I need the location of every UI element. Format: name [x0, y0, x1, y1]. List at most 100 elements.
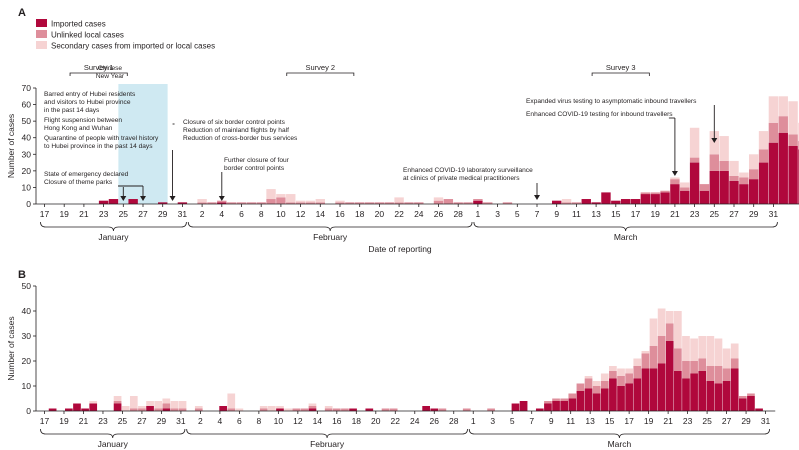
bar-unlinked: [374, 202, 385, 204]
bar-secondary: [170, 401, 179, 409]
arrow-expanded-testing-head: [711, 138, 718, 143]
bar-secondary: [154, 401, 163, 409]
bar-unlinked: [197, 202, 207, 204]
bar-unlinked: [758, 149, 769, 163]
month-label: February: [310, 439, 345, 449]
bar-unlinked: [389, 408, 398, 411]
bar-imported: [689, 162, 700, 204]
x-tick-label: 31: [769, 209, 779, 219]
x-tick-label: 7: [535, 209, 540, 219]
x-tick-label: 25: [710, 209, 720, 219]
bar-imported: [108, 199, 119, 204]
bar-secondary: [235, 408, 244, 411]
bar-imported: [552, 401, 560, 411]
bar-unlinked: [300, 408, 309, 411]
bar-secondary: [268, 406, 276, 411]
x-tick-label: 1: [471, 416, 476, 426]
bar-unlinked: [259, 408, 268, 411]
bar-unlinked: [571, 202, 582, 204]
bar-imported: [749, 179, 759, 204]
x-tick-label: 22: [394, 209, 404, 219]
x-tick-label: 14: [313, 416, 323, 426]
x-tick-label: 27: [137, 416, 147, 426]
bar-secondary: [739, 172, 749, 178]
bar-imported: [600, 388, 609, 411]
bar-unlinked: [649, 346, 658, 369]
bar-unlinked: [561, 202, 572, 204]
bar-unlinked: [699, 184, 710, 191]
bar-imported: [276, 408, 284, 411]
y-tick-label: 20: [22, 356, 32, 366]
x-tick-label: 29: [749, 209, 759, 219]
annotation-text: Reduction of mainland flights by half: [183, 127, 289, 134]
bar-unlinked: [345, 202, 355, 204]
bar-unlinked: [217, 200, 227, 203]
bar-secondary: [335, 200, 345, 203]
x-tick-label: 21: [663, 416, 673, 426]
x-tick-label: 28: [453, 209, 463, 219]
x-tick-label: 11: [566, 416, 575, 426]
bar-imported: [581, 199, 591, 204]
bar-imported: [630, 199, 641, 204]
bar-unlinked: [207, 202, 217, 204]
survey-bracket: [69, 72, 128, 76]
y-tick-label: 40: [22, 306, 32, 316]
bar-unlinked: [341, 408, 349, 411]
bar-imported: [747, 396, 755, 411]
arrow-enhanced-testing-head: [671, 171, 678, 176]
annotation-text: Reduction of cross-border bus services: [183, 135, 298, 142]
bar-unlinked: [315, 202, 325, 204]
bar-imported: [544, 403, 552, 411]
bar-unlinked: [295, 202, 306, 204]
bar-secondary: [788, 101, 798, 135]
bar-unlinked: [236, 202, 247, 204]
bar-imported: [620, 199, 631, 204]
annotation-text: Flight suspension between: [44, 117, 122, 124]
bar-imported: [219, 406, 227, 411]
y-tick-label: 30: [22, 149, 32, 159]
bar-imported: [65, 408, 73, 411]
bar-unlinked: [560, 398, 569, 401]
chinese-new-year-shade: [118, 84, 168, 204]
bar-secondary: [266, 189, 276, 200]
bar-secondary: [162, 398, 171, 404]
bar-unlinked: [463, 202, 473, 204]
x-tick-label: 3: [490, 416, 495, 426]
bar-unlinked: [256, 202, 266, 204]
bar-imported: [601, 192, 611, 204]
x-tick-label: 22: [391, 416, 401, 426]
x-tick-label: 10: [276, 209, 286, 219]
bar-unlinked: [266, 199, 276, 204]
bar-imported: [473, 200, 483, 204]
bar-secondary: [592, 381, 601, 386]
x-tick-label: 17: [40, 416, 50, 426]
y-tick-label: 0: [26, 199, 31, 209]
x-tick-label: 23: [690, 209, 700, 219]
bar-secondary: [178, 401, 187, 409]
annotation-text: Hong Kong and Wuhan: [44, 125, 113, 132]
arrow-theme-parks-head: [120, 196, 127, 201]
bar-unlinked: [592, 386, 601, 394]
bar-unlinked: [154, 408, 163, 411]
x-tick-label: 20: [371, 416, 381, 426]
bar-unlinked: [394, 202, 404, 204]
x-tick-label: 6: [239, 209, 244, 219]
x-tick-label: 19: [59, 416, 69, 426]
month-label: January: [98, 232, 129, 242]
bar-secondary: [768, 96, 779, 123]
bar-imported: [48, 408, 57, 411]
bar-unlinked: [332, 408, 341, 411]
bar-unlinked: [729, 175, 739, 181]
x-tick-label: 4: [219, 209, 224, 219]
bar-unlinked: [138, 408, 146, 411]
bar-secondary: [689, 127, 700, 158]
bar-unlinked: [665, 323, 674, 341]
bar-imported: [89, 403, 98, 411]
annotation-text: Chinese: [98, 65, 123, 72]
annotation-text: Barred entry of Hubei residents: [44, 91, 136, 98]
x-tick-label: 17: [631, 209, 641, 219]
legend-swatch-secondary: [36, 41, 47, 49]
panel-letter: A: [18, 7, 26, 19]
bar-secondary: [641, 351, 650, 354]
